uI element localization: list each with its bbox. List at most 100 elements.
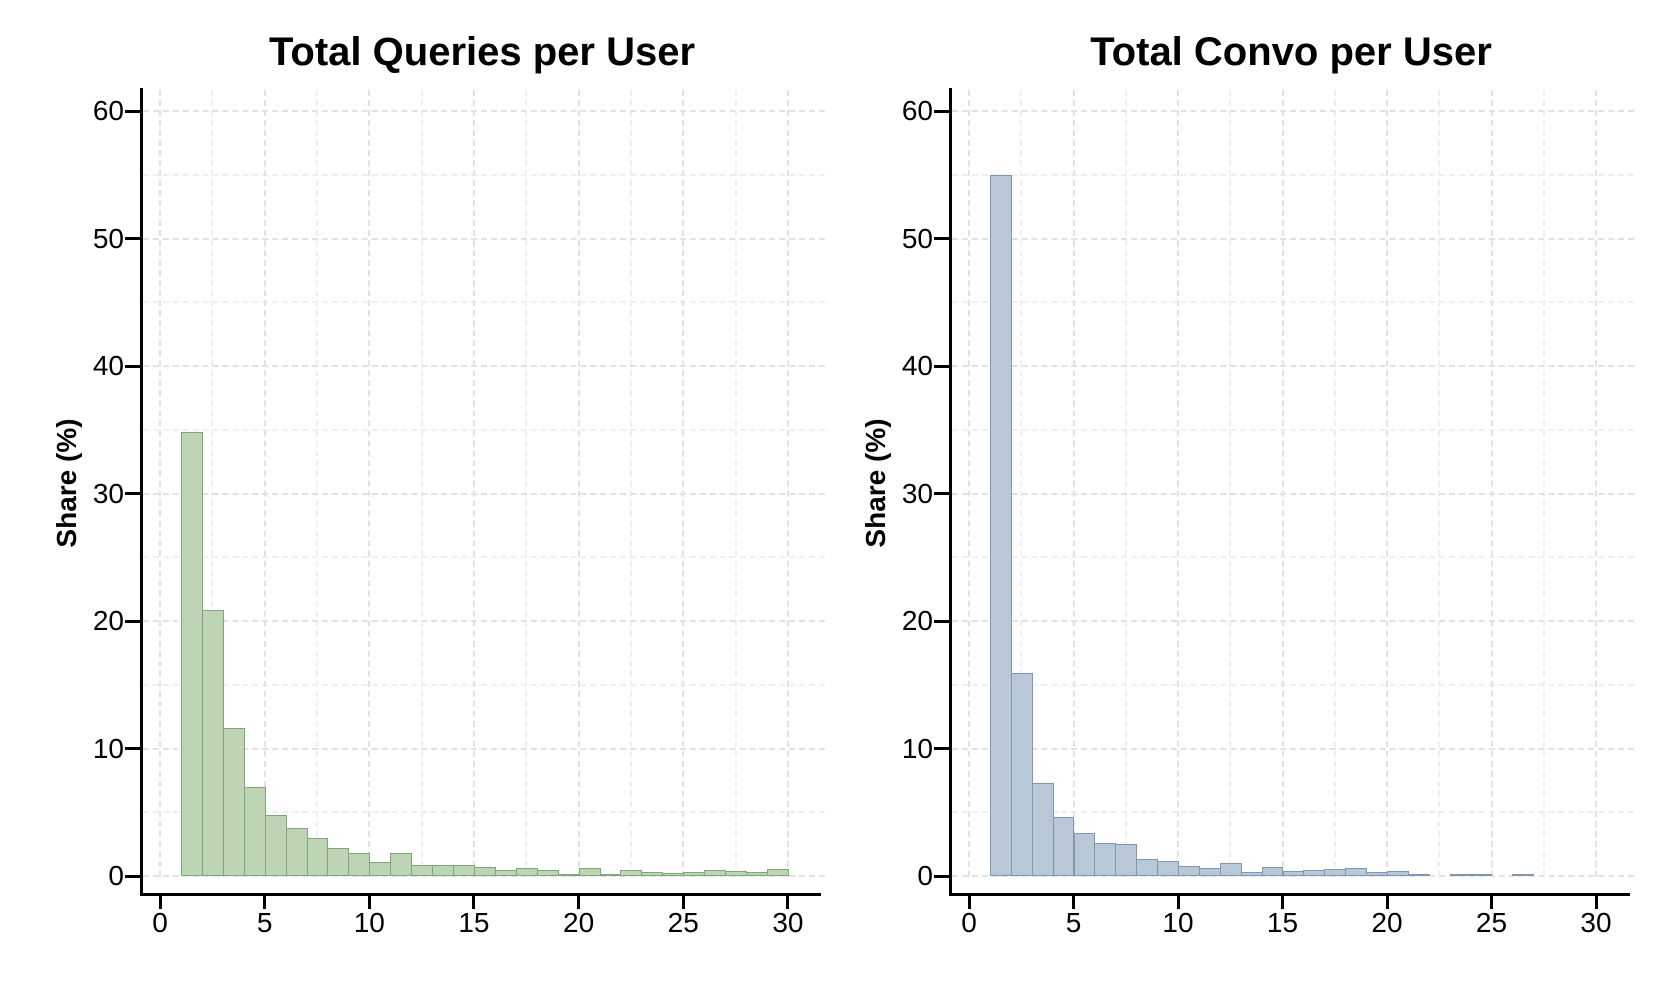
y-axis-tick	[125, 364, 140, 368]
histogram-bar	[411, 865, 434, 876]
x-axis-tick	[1072, 896, 1075, 909]
histogram-bar	[1031, 782, 1054, 876]
gridline-v-major	[159, 90, 161, 877]
histogram-bar	[766, 868, 789, 876]
histogram-bar	[578, 867, 601, 876]
gridline-h-major	[143, 365, 825, 367]
histogram-bar	[264, 814, 287, 876]
histogram-bar	[1324, 868, 1347, 876]
histogram-bar	[306, 837, 329, 876]
histogram-bar	[515, 867, 538, 876]
x-axis-tick	[472, 896, 476, 909]
x-tick-label: 10	[353, 907, 385, 938]
histogram-bar	[243, 786, 266, 876]
x-axis-tick	[1594, 896, 1598, 909]
gridline-v-minor	[211, 90, 214, 877]
chart-title-convo: Total Convo per User	[1090, 30, 1492, 74]
gridline-v-major	[968, 90, 970, 877]
histogram-bar	[453, 864, 475, 876]
histogram-bar	[390, 853, 413, 876]
gridline-h-minor	[143, 301, 825, 304]
x-axis-tick	[1281, 896, 1284, 909]
y-axis-line	[140, 88, 143, 896]
y-axis-tick	[125, 109, 140, 113]
gridline-h-minor	[143, 556, 825, 559]
gridline-v-minor	[1542, 90, 1545, 877]
y-tick-label: 0	[108, 860, 124, 891]
y-axis-tick	[125, 874, 140, 878]
histogram-bar	[746, 871, 768, 876]
histogram-bar	[1136, 859, 1159, 876]
gridline-h-minor	[952, 683, 1634, 686]
y-axis-tick	[934, 874, 949, 878]
gridline-h-major	[952, 875, 1634, 877]
gridline-h-minor	[143, 428, 825, 431]
y-axis-line	[949, 88, 952, 896]
x-axis-tick	[367, 896, 371, 909]
x-axis-tick	[967, 896, 971, 909]
gridline-h-major	[143, 875, 825, 877]
x-tick-label: 0	[152, 907, 168, 938]
histogram-bar	[1010, 673, 1033, 876]
histogram-bar	[683, 872, 706, 876]
x-axis-tick	[681, 896, 685, 909]
y-axis-tick	[934, 492, 949, 495]
y-tick-label: 10	[92, 732, 124, 764]
histogram-bar	[473, 867, 496, 876]
histogram-bar	[201, 609, 224, 876]
x-tick-label: 30	[772, 907, 804, 938]
gridline-v-major	[472, 90, 475, 877]
chart-title-queries: Total Queries per User	[268, 30, 696, 74]
histogram-bar	[1407, 874, 1430, 876]
gridline-v-minor	[1333, 90, 1336, 877]
gridline-h-minor	[952, 811, 1634, 814]
x-axis-tick	[1490, 896, 1493, 909]
gridline-h-major	[143, 620, 825, 622]
gridline-v-minor	[525, 90, 528, 877]
histogram-bar	[1178, 865, 1200, 876]
gridline-v-major	[1281, 90, 1284, 877]
histogram-bar	[989, 174, 1012, 876]
histogram-bar	[1303, 869, 1326, 876]
gridline-v-minor	[629, 90, 632, 877]
y-axis-tick	[934, 237, 949, 240]
histogram-bar	[704, 870, 727, 876]
gridline-h-minor	[952, 556, 1634, 559]
histogram-bar	[1261, 867, 1284, 876]
gridline-h-minor	[952, 301, 1634, 304]
gridline-v-minor	[1229, 90, 1232, 877]
histogram-bar	[662, 872, 685, 876]
y-tick-label: 20	[92, 605, 124, 636]
y-tick-label: 50	[901, 222, 933, 254]
histogram-bar	[1366, 872, 1388, 876]
histogram-bar	[1198, 868, 1221, 876]
x-axis-tick	[158, 896, 162, 909]
histogram-bar	[1073, 832, 1096, 876]
gridline-v-major	[368, 90, 371, 877]
histogram-bar	[641, 871, 664, 876]
gridline-h-major	[952, 747, 1634, 750]
gridline-h-major	[143, 492, 825, 495]
histogram-bar	[285, 827, 308, 876]
gridline-v-major	[1072, 90, 1075, 877]
histogram-bar	[222, 728, 245, 876]
gridline-h-major	[952, 492, 1634, 495]
x-axis-line	[949, 893, 1630, 896]
x-axis-tick	[786, 896, 790, 909]
gridline-v-minor	[1124, 90, 1127, 877]
x-axis-tick	[1176, 896, 1180, 909]
gridline-v-major	[1490, 90, 1493, 877]
histogram-bar	[1240, 871, 1263, 876]
histogram-bar	[1449, 874, 1472, 876]
y-tick-label: 10	[901, 732, 933, 764]
histogram-bar	[1470, 874, 1493, 876]
gridline-h-major	[952, 110, 1634, 112]
histogram-bar	[1157, 861, 1179, 876]
histogram-bar	[1219, 863, 1242, 876]
y-axis-tick	[934, 364, 949, 368]
histogram-bar	[1512, 874, 1535, 876]
y-tick-label: 30	[901, 477, 933, 509]
gridline-h-minor	[143, 173, 825, 176]
histogram-bar	[536, 869, 559, 876]
